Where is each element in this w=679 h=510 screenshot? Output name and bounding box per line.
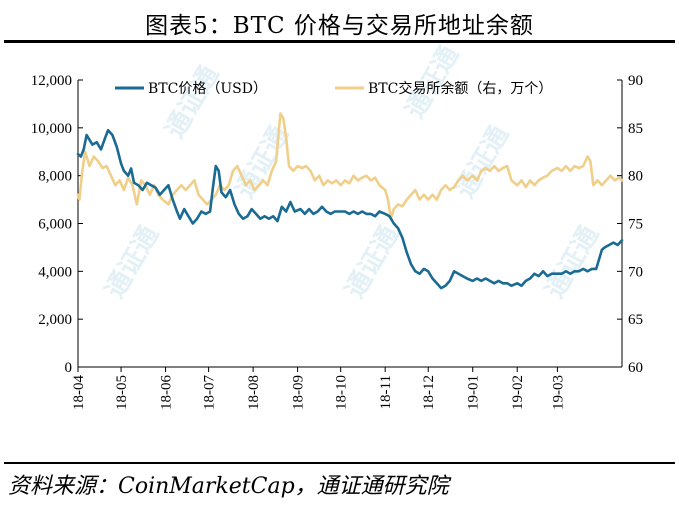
chart-title: 图表5：BTC 价格与交易所地址余额 bbox=[145, 13, 534, 39]
source-note: 资料来源：CoinMarketCap，通证通研究院 bbox=[8, 474, 449, 499]
x-tick-label: 18-09 bbox=[291, 375, 307, 410]
source-divider bbox=[4, 462, 675, 464]
y-right-tick-label: 75 bbox=[628, 217, 643, 233]
y-right-tick-label: 80 bbox=[628, 169, 643, 185]
x-tick-label: 18-05 bbox=[114, 375, 130, 410]
series-line-btc-price bbox=[76, 128, 624, 290]
watermark-text: 通证通 bbox=[160, 61, 225, 144]
x-tick-label: 18-12 bbox=[421, 375, 437, 410]
series-layer bbox=[76, 112, 624, 290]
y-right-tick-label: 90 bbox=[628, 73, 643, 89]
x-tick-label: 18-06 bbox=[159, 375, 175, 410]
y-right-tick-label: 65 bbox=[628, 312, 643, 328]
x-tick-label: 18-11 bbox=[378, 375, 394, 409]
title-divider bbox=[4, 40, 675, 43]
watermark-text: 通证通 bbox=[100, 221, 165, 304]
watermark-text: 通证通 bbox=[540, 221, 605, 304]
y-left-tick-label: 10,000 bbox=[31, 121, 72, 137]
y-left-tick-label: 12,000 bbox=[31, 73, 72, 89]
legend: BTC价格（USD） BTC交易所余额（右，万个） bbox=[115, 80, 552, 97]
watermark-text: 通证通 bbox=[340, 221, 405, 304]
y-right-tick-label: 60 bbox=[628, 360, 643, 376]
legend-item-exchange-balance-label: BTC交易所余额（右，万个） bbox=[368, 80, 552, 97]
y-right-tick-label: 85 bbox=[628, 121, 643, 137]
x-tick-label: 19-02 bbox=[510, 375, 526, 410]
y-left-tick-label: 2,000 bbox=[38, 312, 72, 328]
series-line-exchange-balance bbox=[76, 112, 624, 220]
x-tick-label: 18-07 bbox=[202, 375, 218, 410]
x-tick-label: 18-08 bbox=[246, 375, 262, 410]
x-tick-label: 18-04 bbox=[71, 375, 87, 410]
y-left-tick-label: 8,000 bbox=[38, 169, 72, 185]
watermark-text: 通证通 bbox=[450, 121, 515, 204]
y-left-tick-label: 4,000 bbox=[38, 264, 72, 280]
x-tick-label: 19-03 bbox=[550, 375, 566, 410]
x-tick-label: 19-01 bbox=[466, 375, 482, 410]
x-tick-label: 18-10 bbox=[334, 375, 350, 410]
y-left-tick-label: 6,000 bbox=[38, 217, 72, 233]
y-left-tick-label: 0 bbox=[65, 360, 73, 376]
legend-item-btc-price-label: BTC价格（USD） bbox=[148, 81, 267, 97]
axes: 0 2,000 4,000 6,000 8,000 10,000 12,000 60 65 70 7… bbox=[31, 73, 643, 410]
y-right-tick-label: 70 bbox=[628, 264, 643, 280]
